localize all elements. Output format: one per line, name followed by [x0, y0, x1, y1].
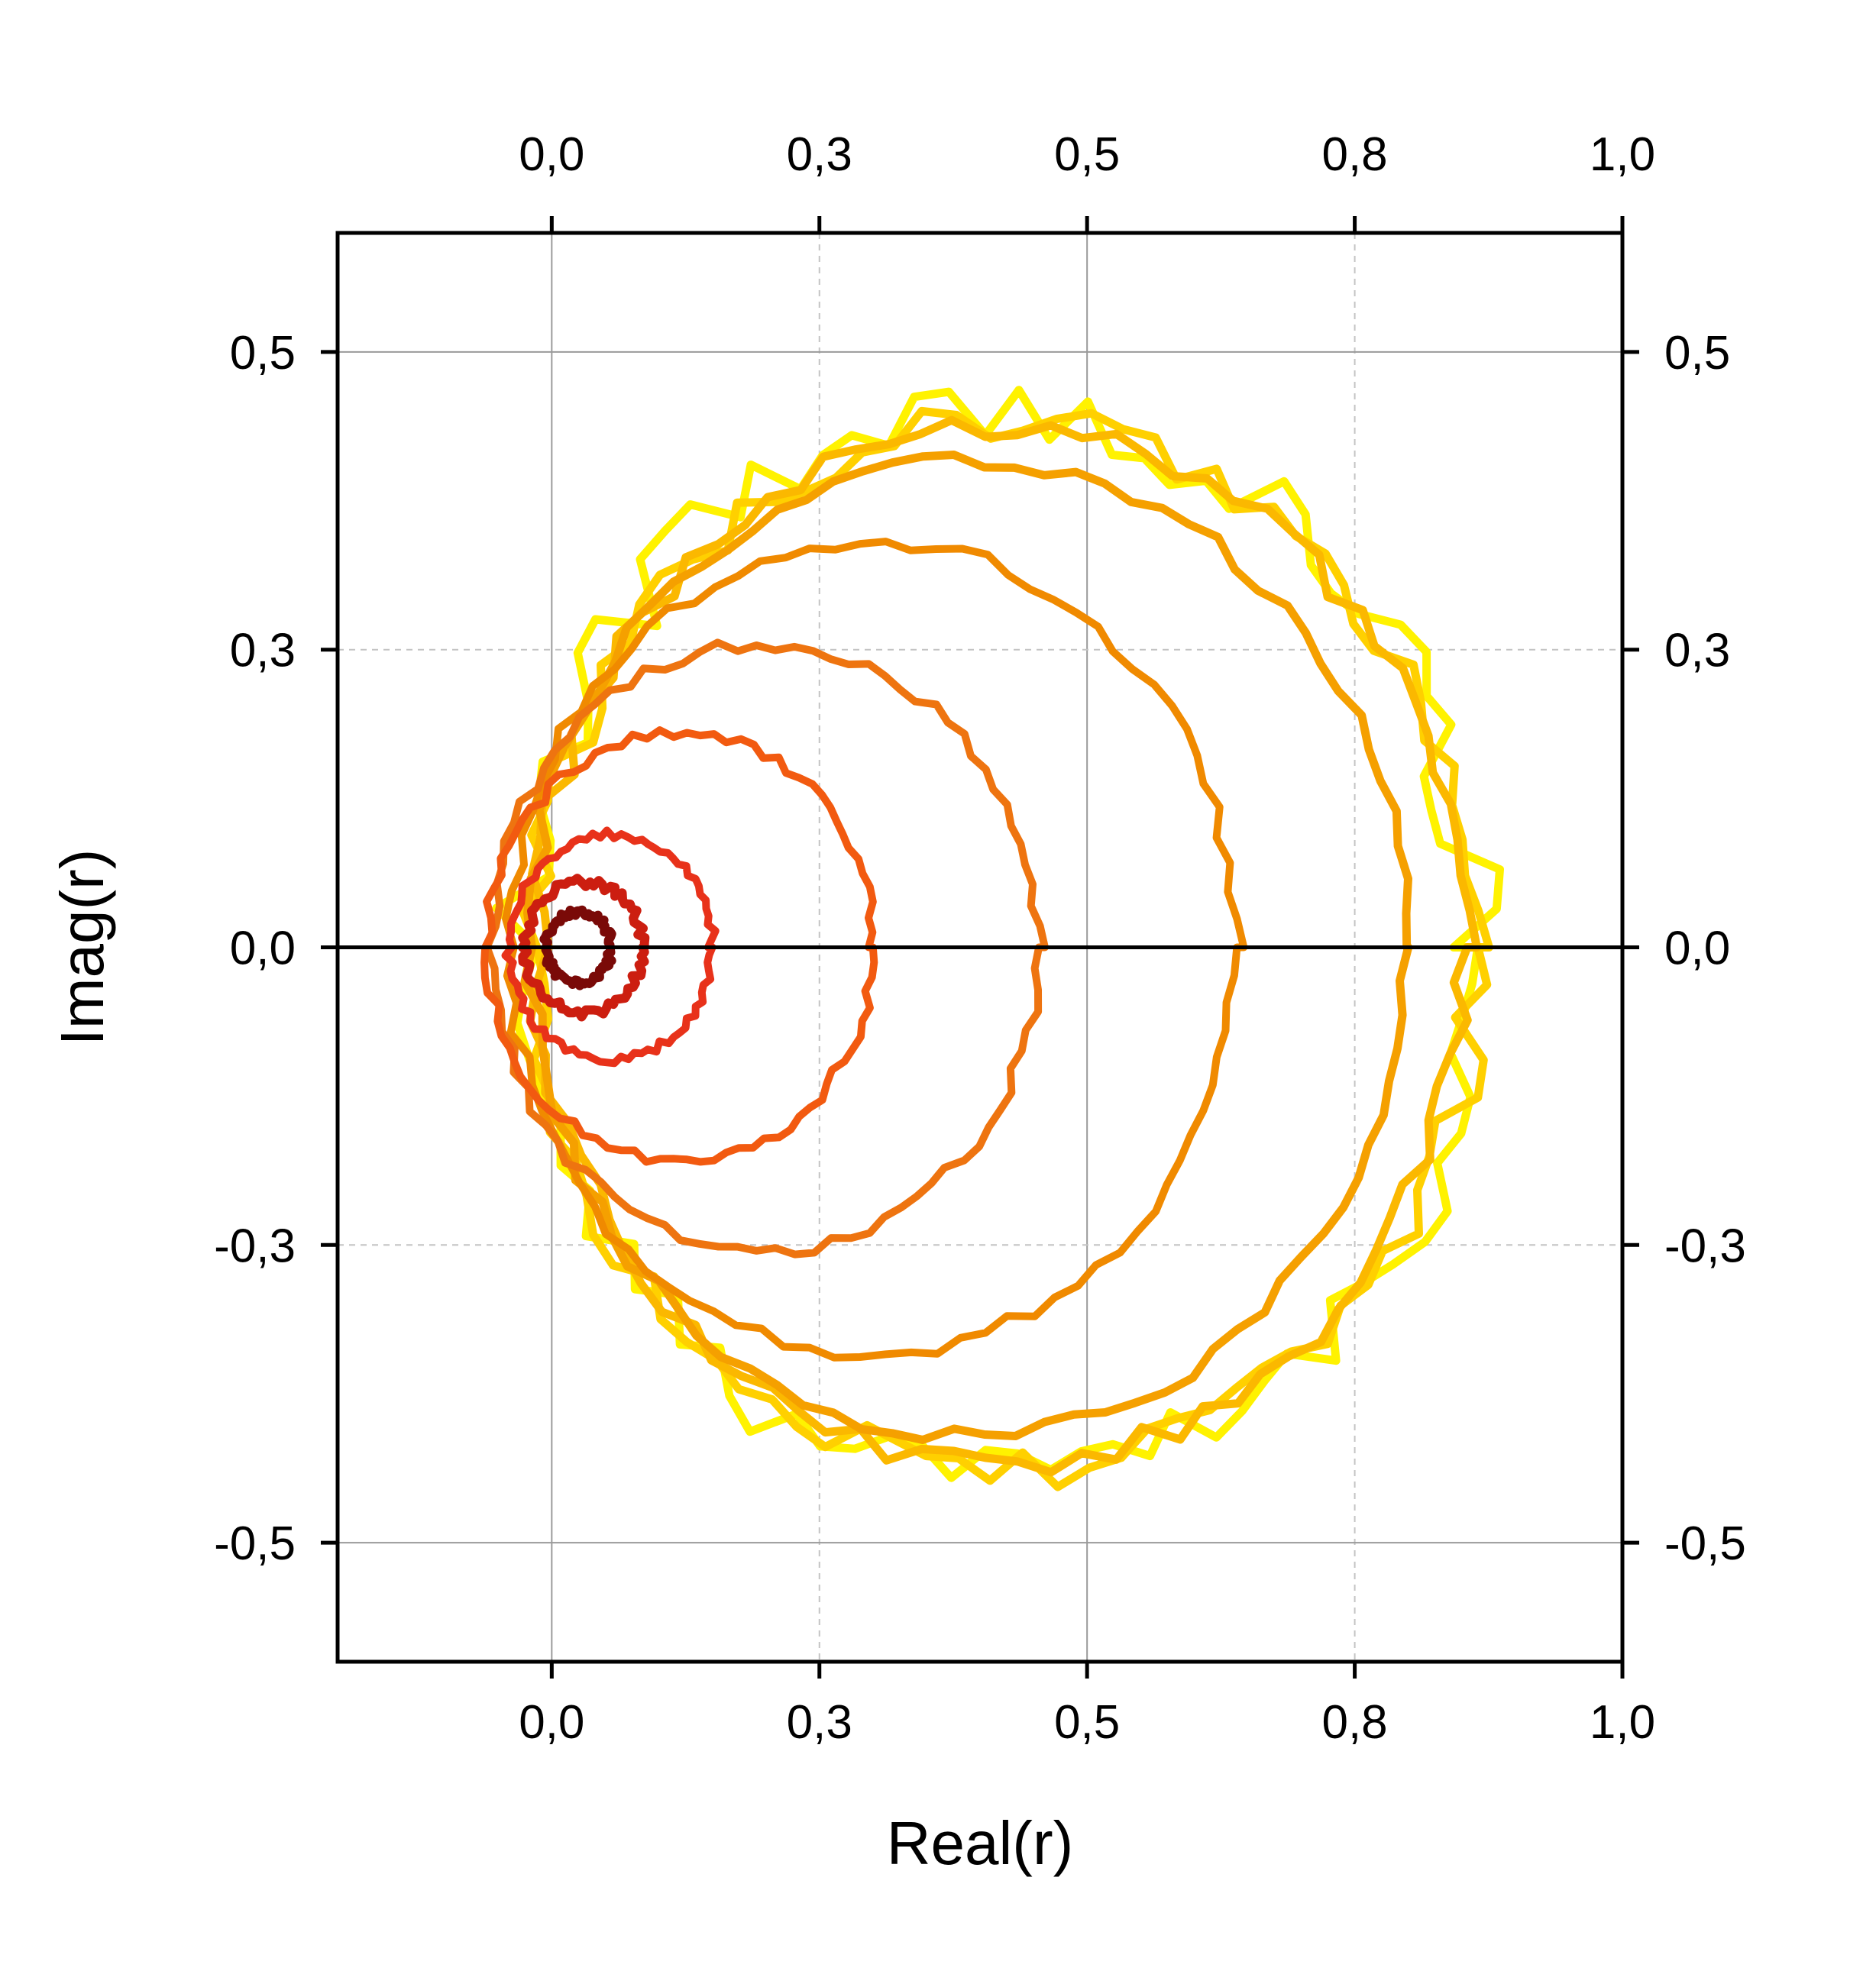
- x-tick-label-bottom: 0,3: [787, 1696, 852, 1749]
- y-axis-title: Imag(r): [48, 849, 116, 1046]
- y-tick-label-right: 0,0: [1664, 923, 1730, 975]
- series-line-9: [518, 874, 650, 1022]
- x-tick-label-top: 0,0: [519, 128, 584, 181]
- x-axis-title: Real(r): [887, 1809, 1073, 1877]
- series-layer: [480, 386, 1504, 1491]
- axis-ticks: [321, 216, 1639, 1679]
- x-tick-label-bottom: 0,5: [1054, 1696, 1120, 1749]
- y-tick-label-right: 0,5: [1664, 327, 1730, 380]
- y-tick-label-right: 0,3: [1664, 625, 1730, 677]
- x-tick-label-top: 0,3: [787, 128, 852, 181]
- y-tick-label-left: -0,3: [214, 1220, 296, 1272]
- y-tick-label-left: 0,5: [230, 327, 296, 380]
- x-tick-label-bottom: 0,0: [519, 1696, 584, 1749]
- x-tick-label-bottom: 1,0: [1590, 1696, 1655, 1749]
- y-tick-label-left: -0,5: [214, 1517, 296, 1570]
- y-tick-label-left: 0,3: [230, 625, 296, 677]
- x-tick-label-top: 0,5: [1054, 128, 1120, 181]
- series-line-7: [480, 726, 878, 1166]
- tick-labels: 0,0 0,0 0,3 0,3 0,5 0,5 0,8 0,8 1,0 1,0 0,5 0,5 0,3 0…: [214, 128, 1746, 1749]
- y-tick-label-right: -0,3: [1664, 1220, 1746, 1272]
- x-tick-label-top: 0,8: [1321, 128, 1387, 181]
- y-tick-label-right: -0,5: [1664, 1517, 1746, 1570]
- y-tick-label-left: 0,0: [230, 923, 296, 975]
- x-tick-label-bottom: 0,8: [1321, 1696, 1387, 1749]
- series-line-8: [501, 826, 720, 1068]
- x-tick-label-top: 1,0: [1590, 128, 1655, 181]
- series-line-6: [483, 638, 1049, 1259]
